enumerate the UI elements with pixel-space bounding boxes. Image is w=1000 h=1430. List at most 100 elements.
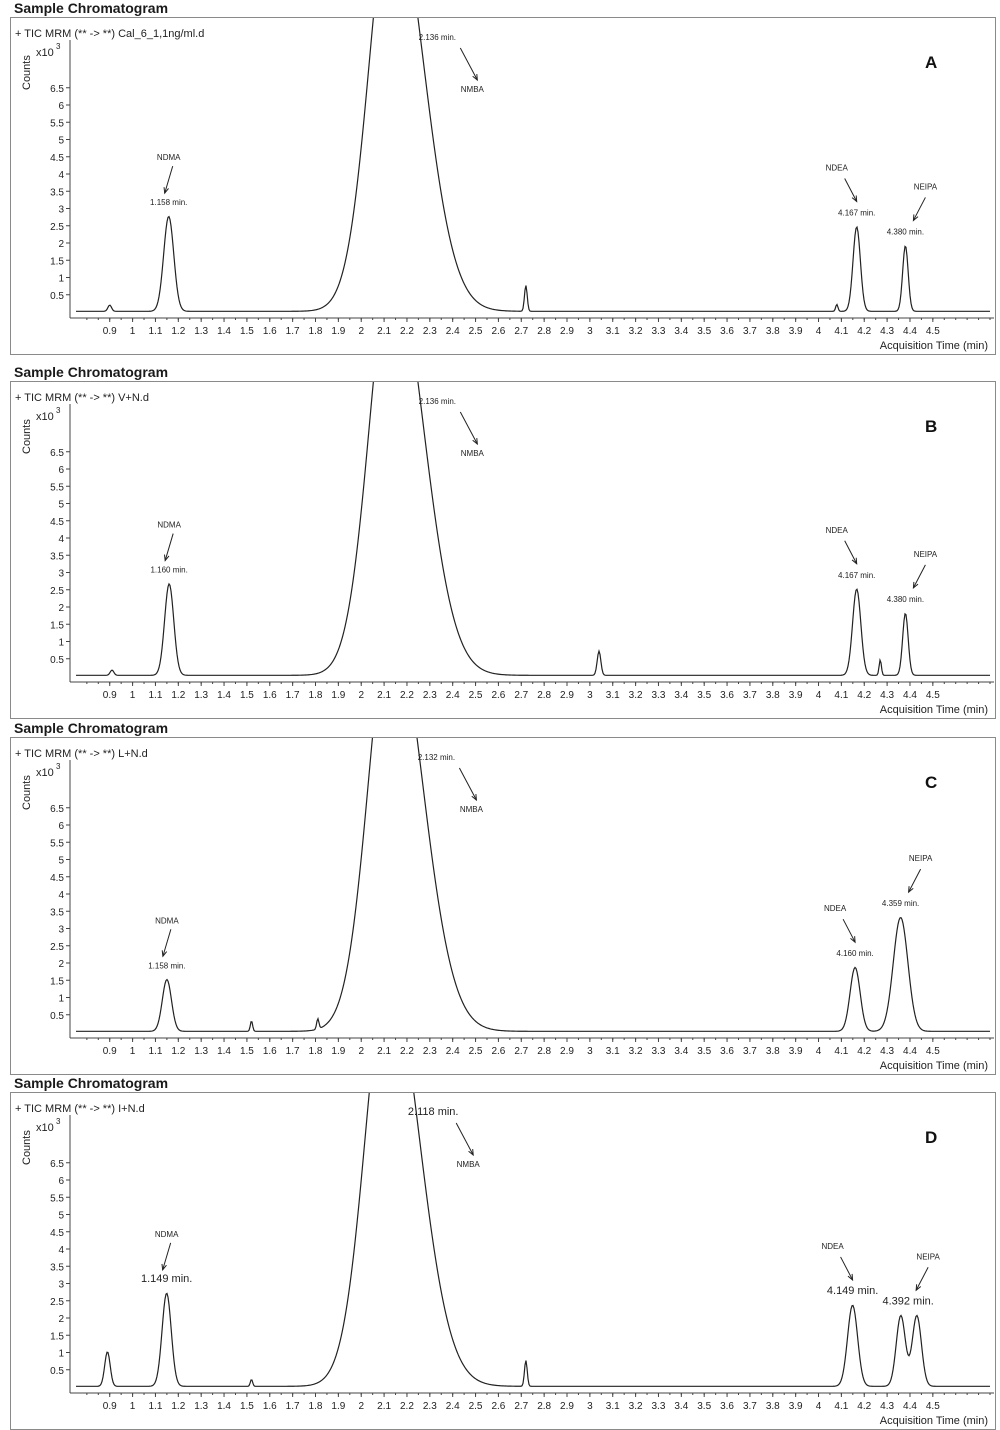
panel-title: Sample Chromatogram bbox=[14, 1075, 169, 1091]
y-tick-label: 0.5 bbox=[50, 1011, 64, 1022]
x-tick-label: 2.5 bbox=[469, 690, 483, 701]
y-tick-label: 2.5 bbox=[50, 222, 64, 233]
x-tick-label: 3.5 bbox=[697, 326, 711, 337]
x-tick-label: 4.3 bbox=[880, 1401, 894, 1412]
chromatogram-panel-b: Sample Chromatogram + TIC MRM (** -> **)… bbox=[0, 364, 1000, 719]
x-tick-label: 0.9 bbox=[103, 326, 117, 337]
x-tick-label: 1.4 bbox=[217, 690, 231, 701]
y-tick-label: 4.5 bbox=[50, 153, 64, 164]
y-axis-label: Counts bbox=[21, 55, 33, 90]
x-tick-label: 1.8 bbox=[309, 326, 323, 337]
x-tick-label: 0.9 bbox=[103, 1401, 117, 1412]
x-tick-label: 4 bbox=[816, 1046, 822, 1057]
x-tick-label: 1.8 bbox=[309, 1401, 323, 1412]
chart-frame bbox=[10, 17, 996, 355]
retention-time-label: 4.380 min. bbox=[887, 595, 924, 604]
x-tick-label: 2.4 bbox=[446, 1046, 460, 1057]
chromatogram-panel-c: Sample Chromatogram + TIC MRM (** -> **)… bbox=[0, 720, 1000, 1075]
y-axis-label: Counts bbox=[21, 775, 33, 810]
retention-time-label: 2.136 min. bbox=[419, 33, 456, 42]
retention-time-label: 4.149 min. bbox=[827, 1285, 878, 1297]
y-tick-label: 5 bbox=[58, 136, 64, 147]
x-tick-label: 4.2 bbox=[857, 1401, 871, 1412]
x-tick-label: 3.3 bbox=[652, 326, 666, 337]
x-tick-label: 3.6 bbox=[720, 1401, 734, 1412]
y-exponent-power: 3 bbox=[56, 406, 61, 415]
y-exponent-label: x10 bbox=[36, 411, 54, 423]
y-tick-label: 5.5 bbox=[50, 482, 64, 493]
peak-name-label: NDEA bbox=[826, 163, 849, 172]
x-tick-label: 3 bbox=[587, 1046, 593, 1057]
panel-letter: D bbox=[925, 1128, 937, 1147]
x-tick-label: 3.6 bbox=[720, 326, 734, 337]
arrow-head bbox=[471, 793, 478, 802]
y-tick-label: 4.5 bbox=[50, 517, 64, 528]
chart-svg: + TIC MRM (** -> **) V+N.dCountsx103B0.5… bbox=[15, 382, 994, 716]
y-exponent-power: 3 bbox=[56, 42, 61, 51]
y-tick-label: 2 bbox=[58, 603, 64, 614]
x-tick-label: 3.9 bbox=[789, 1401, 803, 1412]
annotation-arrow bbox=[164, 533, 174, 561]
annotation-arrow bbox=[458, 767, 477, 801]
x-tick-label: 2.2 bbox=[400, 1401, 414, 1412]
retention-time-label: 2.132 min. bbox=[418, 753, 455, 762]
x-tick-label: 1.9 bbox=[331, 326, 345, 337]
x-tick-label: 1 bbox=[130, 1401, 136, 1412]
x-tick-label: 3.7 bbox=[743, 1401, 757, 1412]
x-tick-label: 4.5 bbox=[926, 1401, 940, 1412]
x-tick-label: 3.2 bbox=[629, 1401, 643, 1412]
peak-name-label: NMBA bbox=[460, 805, 484, 814]
arrow-head bbox=[468, 1148, 474, 1157]
annotation-arrow bbox=[844, 178, 858, 202]
x-tick-label: 4.2 bbox=[857, 326, 871, 337]
annotation-arrow bbox=[164, 165, 174, 194]
chart-svg: + TIC MRM (** -> **) I+N.dCountsx103D0.5… bbox=[15, 1093, 994, 1427]
x-tick-label: 3.8 bbox=[766, 326, 780, 337]
x-tick-label: 2.9 bbox=[560, 1046, 574, 1057]
y-tick-label: 2 bbox=[58, 959, 64, 970]
y-tick-label: 6.5 bbox=[50, 804, 64, 815]
y-tick-label: 3 bbox=[58, 569, 64, 580]
x-tick-label: 1.2 bbox=[171, 326, 185, 337]
annotation-arrow bbox=[912, 564, 926, 589]
x-tick-label: 2.4 bbox=[446, 690, 460, 701]
y-tick-label: 3 bbox=[58, 205, 64, 216]
x-tick-label: 1.3 bbox=[194, 690, 208, 701]
y-tick-label: 2.5 bbox=[50, 1297, 64, 1308]
x-tick-label: 2.6 bbox=[491, 1401, 505, 1412]
x-tick-label: 1.5 bbox=[240, 690, 254, 701]
y-tick-label: 6.5 bbox=[50, 1159, 64, 1170]
x-tick-label: 2.4 bbox=[446, 326, 460, 337]
x-tick-label: 4.5 bbox=[926, 326, 940, 337]
chromatogram-trace bbox=[76, 738, 990, 1032]
peak-name-label: NEIPA bbox=[914, 550, 938, 559]
x-tick-label: 3.9 bbox=[789, 690, 803, 701]
y-tick-label: 5 bbox=[58, 856, 64, 867]
peak-name-label: NDEA bbox=[821, 1242, 844, 1251]
arrow-head bbox=[161, 1263, 167, 1272]
y-tick-label: 5 bbox=[58, 500, 64, 511]
peak-name-label: NEIPA bbox=[909, 854, 933, 863]
x-tick-label: 0.9 bbox=[103, 1046, 117, 1057]
x-tick-label: 3 bbox=[587, 690, 593, 701]
chart-svg: + TIC MRM (** -> **) L+N.dCountsx103C0.5… bbox=[15, 738, 994, 1072]
annotation-arrow bbox=[162, 1242, 172, 1270]
x-tick-label: 3.7 bbox=[743, 690, 757, 701]
x-tick-label: 4.1 bbox=[834, 1401, 848, 1412]
y-tick-label: 3 bbox=[58, 925, 64, 936]
x-tick-label: 2.1 bbox=[377, 690, 391, 701]
trace-label: + TIC MRM (** -> **) V+N.d bbox=[15, 392, 149, 404]
x-tick-label: 2.9 bbox=[560, 326, 574, 337]
peak-name-label: NDEA bbox=[824, 904, 847, 913]
x-tick-label: 3.1 bbox=[606, 690, 620, 701]
x-tick-label: 2.3 bbox=[423, 690, 437, 701]
y-tick-label: 3.5 bbox=[50, 551, 64, 562]
y-tick-label: 1.5 bbox=[50, 1331, 64, 1342]
y-exponent-power: 3 bbox=[56, 1117, 61, 1126]
panel-title: Sample Chromatogram bbox=[14, 364, 169, 380]
peak-name-label: NDEA bbox=[826, 526, 849, 535]
peak-name-label: NDMA bbox=[157, 521, 181, 530]
x-tick-label: 1.4 bbox=[217, 1401, 231, 1412]
arrow-head bbox=[851, 195, 858, 203]
x-tick-label: 1.6 bbox=[263, 1046, 277, 1057]
